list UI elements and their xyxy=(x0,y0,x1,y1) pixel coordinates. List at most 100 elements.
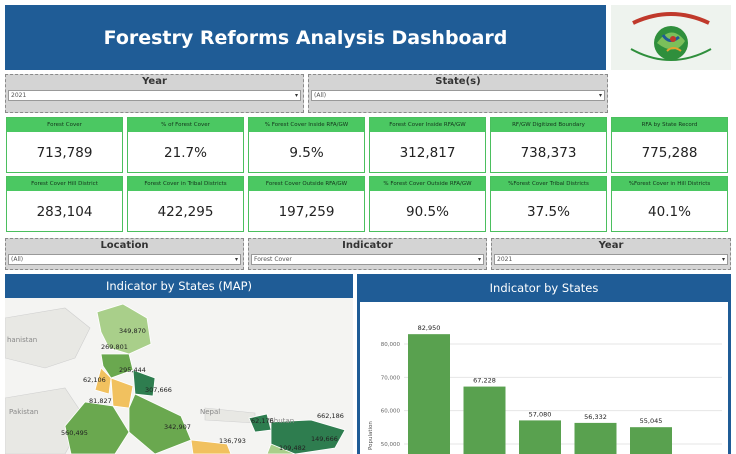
state-value-label: 342,907 xyxy=(164,423,191,431)
bar[interactable] xyxy=(463,386,506,454)
year-select[interactable]: 2021 ▾ xyxy=(8,90,301,101)
bar-value-label: 55,045 xyxy=(640,417,663,425)
kpi-label: %Forest Cover Tribal Districts xyxy=(491,177,606,191)
country-label: Bhutan xyxy=(269,417,295,425)
logo-emblem-icon xyxy=(630,12,712,61)
kpi-card: % Forest Cover Inside RFA/GW 9.5% xyxy=(248,117,365,173)
y-axis-label: Population xyxy=(368,421,374,450)
kpi-label: Forest Cover in Tribal Districts xyxy=(128,177,243,191)
y-tick-label: 70,000 xyxy=(381,375,401,381)
kpi-card: % of Forest Cover 21.7% xyxy=(127,117,244,173)
location-select-value: (All) xyxy=(11,256,24,263)
kpi-label: % of Forest Cover xyxy=(128,118,243,132)
chevron-down-icon[interactable]: ▾ xyxy=(721,256,725,263)
y-tick-label: 50,000 xyxy=(381,442,401,448)
chevron-down-icon[interactable]: ▾ xyxy=(598,92,602,99)
state-shape[interactable] xyxy=(190,439,232,454)
kpi-value: 90.5% xyxy=(406,204,449,220)
kpi-value: 422,295 xyxy=(157,204,214,220)
state-value-label: 109,482 xyxy=(279,444,306,452)
location-filter[interactable]: Location (All) ▾ xyxy=(5,238,244,270)
bar[interactable] xyxy=(574,422,617,454)
kpi-card: Forest Cover Inside RFA/GW 312,817 xyxy=(369,117,486,173)
kpi-card: RF/GW Digitized Boundary 738,373 xyxy=(490,117,607,173)
states-filter-label: State(s) xyxy=(435,76,481,87)
chevron-down-icon[interactable]: ▾ xyxy=(477,256,481,263)
kpi-label: Forest Cover xyxy=(7,118,122,132)
bar[interactable] xyxy=(630,427,672,454)
y-tick-label: 60,000 xyxy=(381,409,401,415)
state-value-label: 560,495 xyxy=(61,429,88,437)
state-value-label: 149,666 xyxy=(311,435,338,443)
year-filter-label: Year xyxy=(142,76,167,87)
country-label: Pakistan xyxy=(9,408,39,416)
indicator-filter-label: Indicator xyxy=(342,240,393,251)
dashboard-title-bar: Forestry Reforms Analysis Dashboard xyxy=(5,5,606,70)
kpi-label: Forest Cover Hill District xyxy=(7,177,122,191)
year-filter-2-label: Year xyxy=(598,240,624,251)
kpi-label: % Forest Cover Inside RFA/GW xyxy=(249,118,364,132)
kpi-value: 283,104 xyxy=(36,204,93,220)
bar-chart-area: 50,000 60,000 70,000 80,000 Population 82,950… xyxy=(360,302,728,454)
kpi-label: Forest Cover Inside RFA/GW xyxy=(370,118,485,132)
bar-chart[interactable]: 50,000 60,000 70,000 80,000 Population 82,950… xyxy=(360,302,728,454)
kpi-value: 775,288 xyxy=(641,145,698,161)
indicator-select-value: Forest Cover xyxy=(254,256,292,263)
kpi-card: Forest Cover Outside RFA/GW 197,259 xyxy=(248,176,365,232)
state-shape[interactable] xyxy=(132,369,156,397)
location-filter-label: Location xyxy=(100,240,149,251)
kpi-card: %Forest Cover Tribal Districts 37.5% xyxy=(490,176,607,232)
bar-value-label: 56,332 xyxy=(584,413,607,421)
state-shape[interactable] xyxy=(266,443,296,454)
states-select-value: (All) xyxy=(314,92,327,99)
states-filter[interactable]: State(s) (All) ▾ xyxy=(308,74,608,113)
state-value-label: 349,870 xyxy=(119,327,146,335)
state-shape[interactable] xyxy=(96,303,152,355)
state-value-label: 81,827 xyxy=(89,397,112,405)
state-value-label: 662,186 xyxy=(317,412,344,420)
state-shape[interactable] xyxy=(64,401,130,454)
bar-value-label: 67,228 xyxy=(473,377,496,385)
kpi-label: Forest Cover Outside RFA/GW xyxy=(249,177,364,191)
year-select-2[interactable]: 2021 ▾ xyxy=(494,254,728,265)
country-label: Nepal xyxy=(200,408,221,416)
bar-chart-panel: Indicator by States 50,000 60,000 70,000 80… xyxy=(357,274,731,454)
indicator-select[interactable]: Forest Cover ▾ xyxy=(251,254,484,265)
kpi-label: RF/GW Digitized Boundary xyxy=(491,118,606,132)
chevron-down-icon[interactable]: ▾ xyxy=(294,92,298,99)
year-filter-2[interactable]: Year 2021 ▾ xyxy=(491,238,731,270)
location-select[interactable]: (All) ▾ xyxy=(8,254,241,265)
kpi-label: RFA by State Record xyxy=(612,118,727,132)
state-value-label: 269,801 xyxy=(101,343,128,351)
state-shape[interactable] xyxy=(128,393,192,454)
bar-value-label: 57,080 xyxy=(529,410,552,418)
y-tick-label: 80,000 xyxy=(381,342,401,348)
kpi-card: RFA by State Record 775,288 xyxy=(611,117,728,173)
kpi-value: 37.5% xyxy=(527,204,570,220)
kpi-card: Forest Cover in Tribal Districts 422,295 xyxy=(127,176,244,232)
neighbour-country-shape xyxy=(5,307,91,369)
year-select-value: 2021 xyxy=(11,92,27,99)
bar[interactable] xyxy=(519,420,561,454)
kpi-label: % Forest Cover Outside RFA/GW xyxy=(370,177,485,191)
bar-value-label: 82,950 xyxy=(418,324,441,332)
map-panel[interactable]: Indicator by States (MAP) hanistan Pakis… xyxy=(5,274,353,454)
kpi-value: 312,817 xyxy=(399,145,456,161)
state-shape[interactable] xyxy=(110,377,134,409)
kpi-value: 738,373 xyxy=(520,145,577,161)
indicator-filter[interactable]: Indicator Forest Cover ▾ xyxy=(248,238,487,270)
india-map[interactable] xyxy=(5,298,353,454)
bar[interactable] xyxy=(408,334,450,454)
states-select[interactable]: (All) ▾ xyxy=(311,90,605,101)
state-shape[interactable] xyxy=(100,353,134,379)
kpi-value: 40.1% xyxy=(648,204,691,220)
state-shape[interactable] xyxy=(94,367,112,395)
state-value-label: 307,666 xyxy=(145,386,172,394)
kpi-value: 713,789 xyxy=(36,145,93,161)
year-filter[interactable]: Year 2021 ▾ xyxy=(5,74,304,113)
country-label: hanistan xyxy=(7,336,38,344)
chevron-down-icon[interactable]: ▾ xyxy=(234,256,238,263)
logo xyxy=(611,5,731,70)
state-value-label: 295,444 xyxy=(119,366,146,374)
page-title: Forestry Reforms Analysis Dashboard xyxy=(103,26,508,49)
